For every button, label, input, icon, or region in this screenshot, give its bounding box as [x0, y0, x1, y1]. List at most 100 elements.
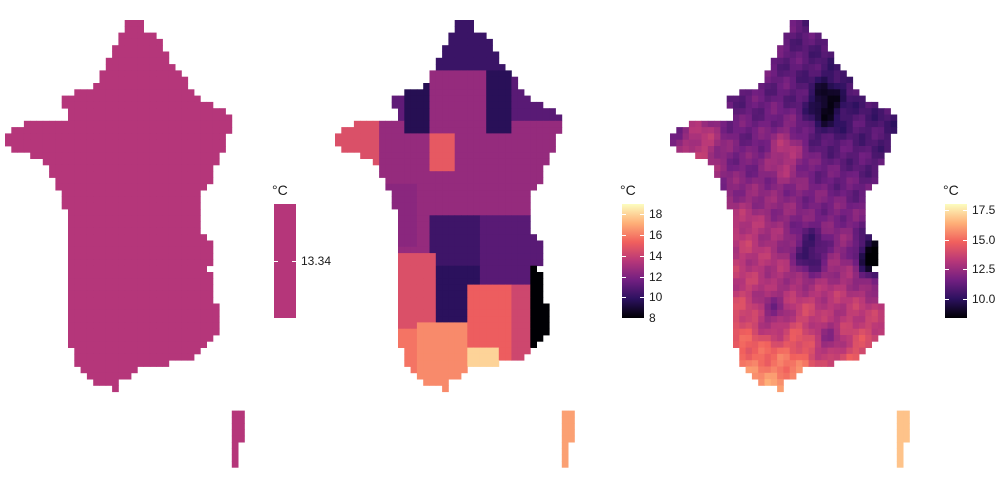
- map-cell: [80, 360, 88, 367]
- map-cell: [181, 284, 189, 292]
- map-cell: [739, 95, 746, 103]
- map-cell: [770, 64, 778, 71]
- map-cell: [143, 290, 151, 298]
- map-cell: [410, 240, 418, 248]
- map-cell: [764, 246, 772, 254]
- map-cell: [789, 353, 797, 361]
- map-cell: [682, 139, 690, 147]
- map-cell: [124, 209, 132, 216]
- map-cell: [93, 360, 100, 367]
- map-cell: [410, 139, 418, 147]
- map-cell: [473, 316, 481, 323]
- map-cell: [93, 240, 100, 248]
- map-cell: [181, 341, 189, 348]
- map-cell: [429, 246, 437, 254]
- map-cell: [385, 120, 393, 128]
- map-cell: [105, 221, 113, 229]
- map-cell: [542, 127, 550, 134]
- map-cell: [682, 146, 690, 153]
- map-cell: [783, 335, 791, 342]
- map-cell: [168, 278, 176, 285]
- map-cell: [131, 76, 138, 84]
- map-cell: [423, 297, 430, 304]
- map-cell: [802, 253, 809, 260]
- map-cell: [416, 335, 424, 342]
- map-cell: [347, 139, 355, 147]
- map-cell: [385, 158, 393, 166]
- map-cell: [530, 101, 537, 109]
- map-cell: [105, 272, 113, 279]
- map-cell: [454, 259, 462, 267]
- map-cell: [118, 227, 126, 235]
- map-cell: [118, 284, 126, 292]
- map-cell: [194, 101, 201, 109]
- map-cell: [492, 158, 500, 166]
- map-cell: [726, 101, 734, 109]
- map-cell: [181, 76, 189, 84]
- map-cell: [74, 316, 81, 323]
- map-cell: [486, 152, 493, 159]
- map-cell: [739, 158, 746, 166]
- map-cell: [149, 133, 157, 141]
- map-cell: [783, 202, 791, 210]
- map-cell: [676, 127, 683, 134]
- map-cell: [124, 335, 132, 342]
- map-cell: [17, 146, 25, 153]
- map-cell: [530, 297, 537, 304]
- map-cell: [416, 114, 424, 122]
- map-cell: [530, 272, 537, 279]
- map-cell: [511, 278, 519, 285]
- map-cell: [143, 32, 151, 40]
- map-cell: [764, 379, 772, 386]
- map-cell: [429, 190, 437, 197]
- map-cell: [168, 290, 176, 298]
- map-cell: [80, 177, 88, 185]
- map-cell: [871, 164, 879, 172]
- map-cell: [181, 83, 189, 90]
- map-cell: [131, 196, 138, 204]
- map-cell: [846, 76, 854, 84]
- map-cell: [168, 322, 176, 330]
- map-cell: [479, 57, 487, 65]
- map-cell: [187, 240, 195, 248]
- map-cell: [486, 183, 493, 191]
- map-cell: [505, 353, 512, 361]
- map-cell: [739, 227, 746, 235]
- map-cell: [783, 290, 791, 298]
- map-cell: [498, 83, 506, 90]
- map-cell: [859, 158, 866, 166]
- map-cell: [498, 133, 506, 141]
- map-cell: [758, 353, 765, 361]
- map-cell: [486, 322, 493, 330]
- map-cell: [187, 101, 195, 109]
- map-cell: [156, 347, 163, 355]
- map-cell: [149, 272, 157, 279]
- map-cell: [105, 259, 113, 267]
- map-cell: [131, 152, 138, 159]
- map-cell: [187, 171, 195, 178]
- map-cell: [454, 26, 462, 33]
- map-cell: [442, 221, 449, 229]
- map-cell: [859, 101, 866, 109]
- map-cell: [156, 353, 163, 361]
- map-cell: [802, 272, 809, 279]
- map-cell: [498, 234, 506, 241]
- map-cell: [442, 360, 449, 367]
- map-cell: [74, 158, 81, 166]
- map-cell: [833, 190, 841, 197]
- map-cell: [505, 171, 512, 178]
- map-cell: [536, 133, 544, 141]
- map-cell: [688, 146, 696, 153]
- map-cell: [796, 221, 803, 229]
- map-cell: [827, 139, 835, 147]
- map-cell: [156, 146, 163, 153]
- map-cell: [467, 183, 474, 191]
- map-cell: [168, 240, 176, 248]
- map-cell: [131, 70, 138, 78]
- map-cell: [486, 190, 493, 197]
- map-cell: [745, 278, 753, 285]
- map-cell: [846, 240, 854, 248]
- map-cell: [448, 158, 456, 166]
- map-cell: [168, 76, 176, 84]
- map-cell: [429, 360, 437, 367]
